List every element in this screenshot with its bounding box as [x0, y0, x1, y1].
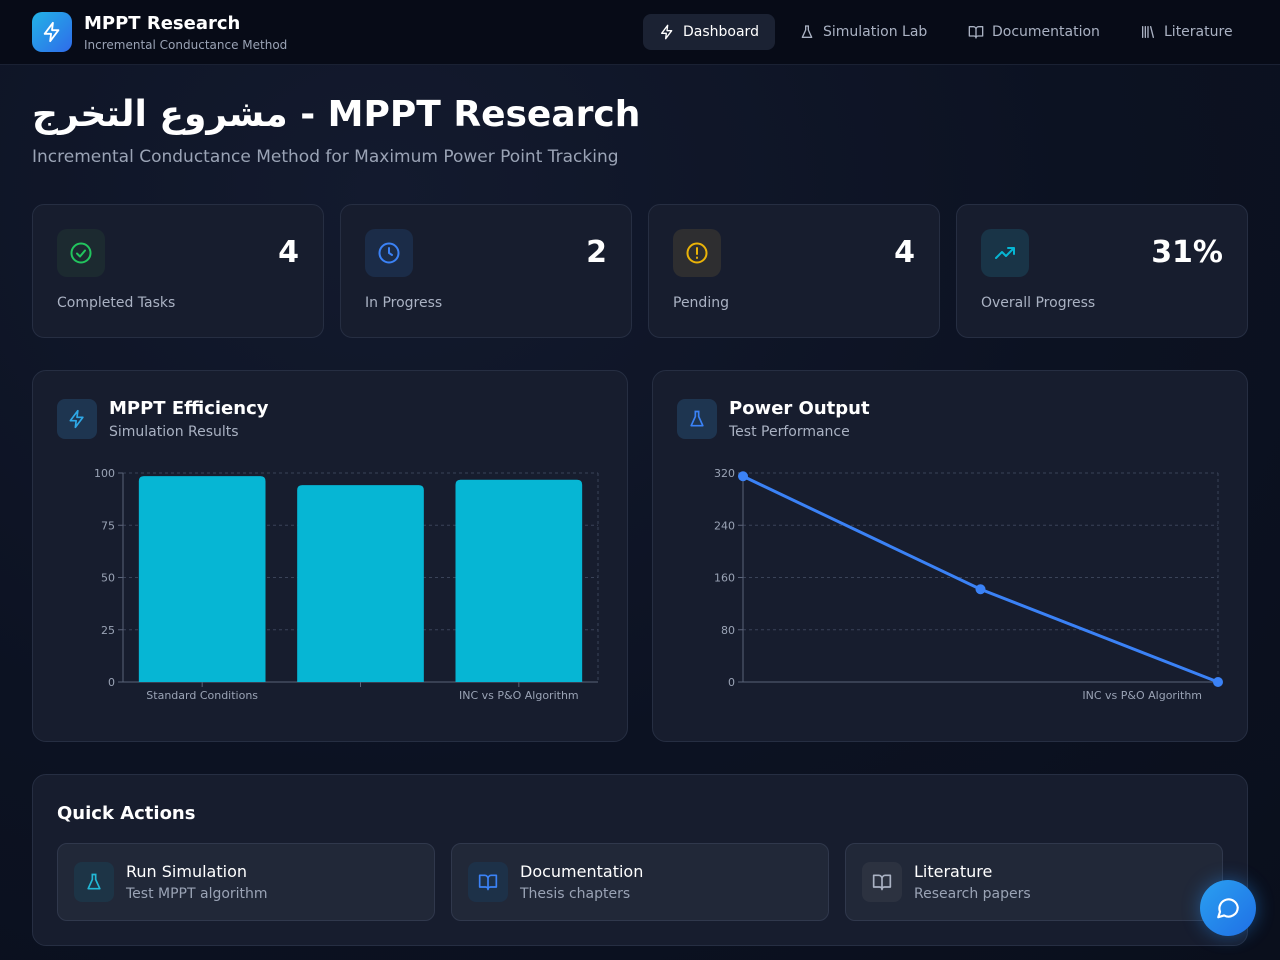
stat-card-pending: 4 Pending [648, 204, 940, 338]
brand-logo[interactable] [32, 12, 72, 52]
panel-title: Power Output [729, 398, 870, 419]
stat-icon-wrap [981, 229, 1029, 277]
y-tick-label: 160 [714, 572, 735, 585]
power-data-point [975, 584, 986, 595]
action-icon-wrap [74, 862, 114, 902]
stat-value: 2 [586, 235, 607, 270]
nav-literature[interactable]: Literature [1124, 14, 1249, 50]
nav-documentation[interactable]: Documentation [952, 14, 1116, 50]
y-tick-label: 0 [728, 676, 735, 689]
action-subtitle: Research papers [914, 886, 1031, 902]
chat-button[interactable] [1200, 880, 1256, 936]
action-label: Documentation [520, 862, 644, 881]
y-tick-label: 0 [108, 676, 115, 689]
power-line-chart: 0 80 160 240 320 INC vs P&O Algorithm [714, 467, 1223, 702]
panel-subtitle: Test Performance [729, 424, 850, 440]
library-icon [1142, 26, 1154, 38]
nav-literature-label: Literature [1164, 24, 1233, 40]
efficiency-bar [455, 479, 583, 682]
message-circle-icon [1217, 898, 1239, 919]
panel-icon-wrap [57, 399, 97, 439]
book-open-icon [968, 26, 984, 39]
y-tick-label: 240 [714, 519, 735, 532]
action-icon-wrap [468, 862, 508, 902]
alert-circle-icon [686, 242, 708, 264]
x-tick-label: Standard Conditions [146, 689, 258, 702]
panel-title: MPPT Efficiency [109, 398, 269, 419]
check-circle-icon [70, 242, 92, 264]
stat-value: 4 [278, 235, 299, 270]
action-label: Literature [914, 862, 993, 881]
panel-subtitle: Simulation Results [109, 424, 239, 440]
action-label: Run Simulation [126, 862, 247, 881]
brand-title: MPPT Research [84, 13, 241, 34]
page-subtitle: Incremental Conductance Method for Maxim… [32, 147, 619, 167]
stat-icon-wrap [365, 229, 413, 277]
nav-simulation-lab[interactable]: Simulation Lab [783, 14, 943, 50]
y-tick-label: 50 [101, 572, 115, 585]
nav-dashboard-label: Dashboard [683, 24, 759, 40]
efficiency-bar [138, 476, 266, 682]
flask-icon [690, 410, 704, 427]
clock-icon [378, 242, 400, 264]
power-data-point [738, 471, 748, 482]
stat-card-overall-progress: 31% Overall Progress [956, 204, 1248, 338]
power-output-panel: Power Output Test Performance 0 80 160 240 3… [652, 370, 1248, 742]
nav-dashboard[interactable]: Dashboard [643, 14, 775, 50]
brand-subtitle: Incremental Conductance Method [84, 38, 288, 52]
stat-icon-wrap [57, 229, 105, 277]
stat-card-completed: 4 Completed Tasks [32, 204, 324, 338]
stat-label: In Progress [365, 295, 443, 311]
action-subtitle: Test MPPT algorithm [126, 886, 268, 902]
stat-value: 31% [1151, 235, 1223, 270]
book-open-icon [872, 874, 892, 891]
documentation-action[interactable]: Documentation Thesis chapters [451, 843, 829, 921]
quick-actions-panel: Quick Actions Run Simulation Test MPPT a… [32, 774, 1248, 946]
nav-simulation-lab-label: Simulation Lab [823, 24, 928, 40]
efficiency-bar-chart: 0 25 50 75 100 Standard Conditions INC vs P&O … [94, 467, 599, 702]
run-simulation-action[interactable]: Run Simulation Test MPPT algorithm [57, 843, 435, 921]
power-data-point [1213, 677, 1223, 687]
y-tick-label: 80 [721, 624, 735, 637]
x-tick-label: INC vs P&O Algorithm [459, 689, 579, 702]
efficiency-bar [297, 485, 424, 682]
action-subtitle: Thesis chapters [520, 886, 631, 902]
y-tick-label: 25 [101, 624, 115, 637]
stat-label: Overall Progress [981, 295, 1096, 311]
mppt-efficiency-panel: MPPT Efficiency Simulation Results 0 25 50… [32, 370, 628, 742]
quick-actions-title: Quick Actions [57, 803, 196, 824]
y-tick-label: 100 [94, 467, 115, 480]
trending-up-icon [995, 247, 1015, 259]
stat-card-in-progress: 2 In Progress [340, 204, 632, 338]
flask-icon [801, 25, 813, 38]
stat-value: 4 [894, 235, 915, 270]
stat-label: Completed Tasks [57, 295, 176, 311]
stat-icon-wrap [673, 229, 721, 277]
page-title: مشروع التخرج - MPPT Research [32, 94, 641, 135]
x-tick-label: INC vs P&O Algorithm [1082, 689, 1202, 702]
book-open-icon [478, 874, 498, 891]
stat-label: Pending [673, 295, 729, 311]
top-navigation-bar: MPPT Research Incremental Conductance Me… [0, 0, 1280, 65]
zap-icon [661, 24, 673, 40]
panel-icon-wrap [677, 399, 717, 439]
y-tick-label: 75 [101, 519, 115, 532]
power-series-line [742, 474, 1219, 684]
zap-icon [69, 409, 84, 429]
zap-icon [43, 21, 60, 43]
flask-icon [87, 873, 101, 890]
y-tick-label: 320 [714, 467, 735, 480]
nav-documentation-label: Documentation [992, 24, 1100, 40]
literature-action[interactable]: Literature Research papers [845, 843, 1223, 921]
action-icon-wrap [862, 862, 902, 902]
